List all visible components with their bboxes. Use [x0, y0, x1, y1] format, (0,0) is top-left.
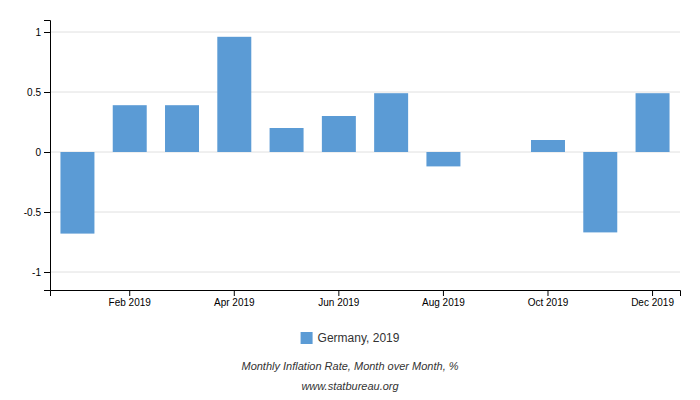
bar-series — [60, 37, 669, 234]
x-tick-mark — [129, 290, 130, 296]
x-tick: Apr 2019 — [214, 290, 255, 308]
x-tick-mark — [652, 290, 653, 296]
bar — [217, 37, 251, 152]
y-tick-label: 0 — [35, 147, 41, 158]
grid-line — [50, 32, 680, 33]
bar — [322, 116, 356, 152]
bar — [165, 105, 199, 152]
bar — [479, 152, 513, 153]
x-tick-mark — [547, 290, 548, 296]
y-tick: 0 — [35, 147, 50, 158]
y-axis: -1 -0.5 0 0.5 1 — [24, 21, 51, 291]
x-tick: Dec 2019 — [631, 290, 674, 308]
x-tick-label: Jun 2019 — [318, 297, 360, 308]
y-tick-label: 1 — [35, 27, 41, 38]
y-tick-mark — [44, 92, 50, 93]
bar — [636, 93, 670, 152]
y-tick-mark — [44, 32, 50, 33]
y-tick-label: -1 — [32, 267, 41, 278]
footer-text: www.statbureau.org — [301, 380, 399, 392]
chart-svg: -1 -0.5 0 0.5 1 Feb 2019 Apr 2019 Jun 2019 Aug 2… — [0, 0, 700, 400]
y-tick-mark — [44, 212, 50, 213]
y-axis-line — [44, 21, 51, 291]
footer-text: Monthly Inflation Rate, Month over Month… — [241, 360, 458, 372]
bar — [60, 152, 94, 234]
bar — [113, 105, 147, 152]
y-tick-mark — [44, 152, 50, 153]
x-tick: Oct 2019 — [528, 290, 569, 308]
y-tick: -0.5 — [24, 207, 50, 218]
y-tick: -1 — [32, 267, 50, 278]
x-tick: Jun 2019 — [318, 290, 360, 308]
y-tick-mark — [44, 272, 50, 273]
bar — [426, 152, 460, 166]
x-tick-label: Apr 2019 — [214, 297, 255, 308]
legend-label: Germany, 2019 — [318, 331, 400, 345]
grid — [50, 32, 680, 272]
x-tick-label: Dec 2019 — [631, 297, 674, 308]
x-axis-line — [51, 291, 681, 297]
legend-swatch — [301, 332, 313, 344]
x-axis: Feb 2019 Apr 2019 Jun 2019 Aug 2019 Oct 2019… — [51, 290, 681, 308]
bar — [583, 152, 617, 232]
plot-area: -1 -0.5 0 0.5 1 Feb 2019 Apr 2019 Jun 2019 Aug 2… — [24, 21, 681, 309]
grid-line — [50, 272, 680, 273]
x-tick: Aug 2019 — [422, 290, 465, 308]
x-tick: Feb 2019 — [109, 290, 152, 308]
x-tick-label: Oct 2019 — [528, 297, 569, 308]
grid-line — [50, 92, 680, 93]
x-tick-mark — [443, 290, 444, 296]
legend-item: Germany, 2019 — [301, 331, 400, 345]
bar — [374, 93, 408, 152]
x-tick-label: Aug 2019 — [422, 297, 465, 308]
x-tick-mark — [338, 290, 339, 296]
y-tick-label: -0.5 — [24, 207, 42, 218]
y-tick-label: 0.5 — [27, 87, 41, 98]
bar — [531, 140, 565, 152]
y-tick: 0.5 — [27, 87, 50, 98]
chart-container: -1 -0.5 0 0.5 1 Feb 2019 Apr 2019 Jun 2019 Aug 2… — [0, 0, 700, 400]
y-tick: 1 — [35, 27, 50, 38]
x-tick-mark — [234, 290, 235, 296]
annotations: Monthly Inflation Rate, Month over Month… — [241, 360, 458, 392]
marks — [60, 37, 669, 234]
legend: Germany, 2019 — [301, 331, 400, 345]
x-tick-label: Feb 2019 — [109, 297, 152, 308]
bar — [270, 128, 304, 152]
